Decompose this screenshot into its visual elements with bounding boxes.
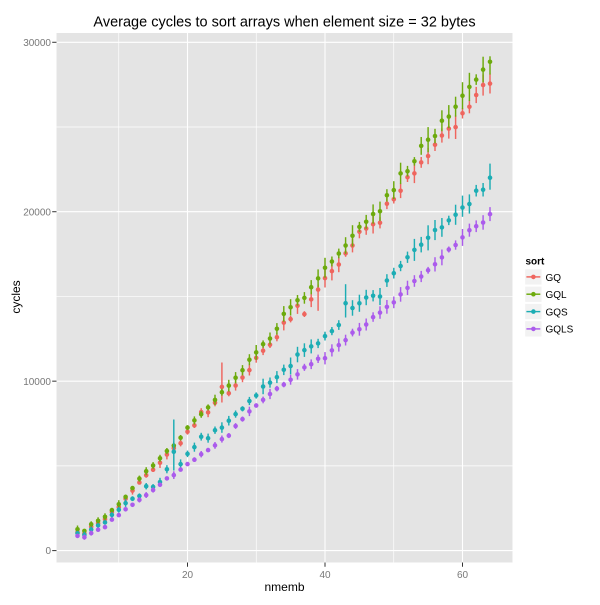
svg-text:0: 0 (45, 546, 51, 557)
svg-text:GQS: GQS (546, 307, 569, 318)
svg-text:GQL: GQL (546, 290, 568, 301)
svg-text:10000: 10000 (23, 377, 51, 388)
svg-text:nmemb: nmemb (264, 580, 304, 594)
svg-text:Average cycles to sort arrays: Average cycles to sort arrays when eleme… (93, 15, 475, 31)
svg-text:40: 40 (319, 570, 331, 581)
svg-text:sort: sort (526, 257, 546, 268)
svg-text:20000: 20000 (23, 207, 51, 218)
svg-text:GQ: GQ (546, 273, 562, 284)
svg-text:20: 20 (182, 570, 194, 581)
svg-text:cycles: cycles (9, 280, 23, 313)
svg-text:30000: 30000 (23, 38, 51, 49)
svg-text:60: 60 (457, 570, 469, 581)
svg-text:GQLS: GQLS (546, 325, 574, 336)
